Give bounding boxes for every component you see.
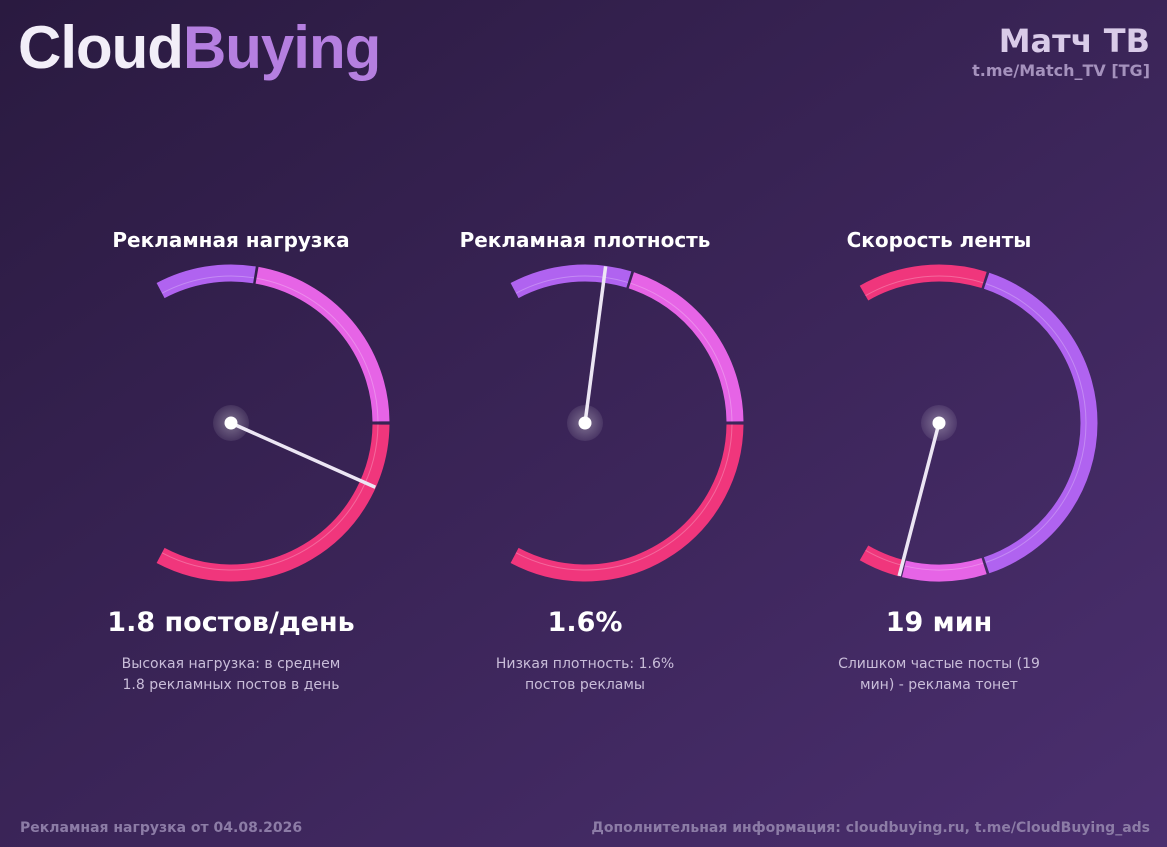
gauge-title: Рекламная плотность [460, 228, 711, 252]
gauge-segment [156, 424, 390, 582]
gauge-description: постов рекламы [525, 677, 645, 693]
footer-right: Дополнительная информация: cloudbuying.r… [591, 820, 1150, 836]
gauge: Скорость ленты 19 мин Слишком частые посты… [838, 228, 1098, 693]
gauge-hub [224, 416, 238, 430]
gauge-segment [510, 264, 632, 299]
gauge-title: Рекламная нагрузка [112, 228, 349, 252]
gauge-hub [578, 416, 592, 430]
footer-left: Рекламная нагрузка от 04.08.2026 [20, 820, 302, 836]
gauge-hub [932, 416, 946, 430]
gauge-segment [628, 272, 744, 422]
gauge-value: 19 мин [886, 607, 993, 638]
gauge-segment-highlight [161, 424, 379, 571]
logo-part: Buying [183, 14, 380, 81]
channel-link: t.me/Match_TV [TG] [972, 61, 1150, 80]
gauge-needle [230, 421, 377, 489]
gauge-segment-highlight [515, 424, 733, 571]
gauge-description: мин) - реклама тонет [860, 677, 1018, 693]
gauge-title: Скорость ленты [847, 228, 1032, 252]
gauge: Рекламная плотность 1.6% Низкая плотность:… [460, 228, 744, 693]
gauge-segment [859, 264, 987, 301]
gauge-description: Низкая плотность: 1.6% [496, 656, 674, 672]
gauge-segment-highlight [515, 275, 629, 294]
gauge-segment-highlight [904, 562, 984, 571]
gauge-needle [583, 266, 608, 424]
logo-part: Cloud [18, 14, 183, 81]
gauge: Рекламная нагрузка 1.8 постов/день Высокая… [107, 228, 390, 693]
gauge-needle [897, 422, 941, 577]
gauge-segment [902, 557, 987, 582]
gauge-segment-highlight [161, 275, 255, 294]
gauge-segment-highlight [256, 277, 379, 422]
channel-name: Матч ТВ [999, 22, 1150, 60]
gauge-value: 1.6% [548, 607, 623, 638]
gauge-value: 1.8 постов/день [107, 607, 354, 638]
gauge-segment [156, 264, 256, 299]
gauge-segment-highlight [865, 275, 984, 297]
gauge-segment [983, 272, 1098, 574]
gauge-segment-highlight [630, 282, 733, 422]
gauge-segment [510, 424, 744, 582]
gauge-description: 1.8 рекламных постов в день [123, 677, 340, 693]
gauge-description: Слишком частые посты (19 [838, 656, 1040, 672]
gauge-segment-highlight [985, 283, 1087, 563]
logo: CloudBuying [18, 14, 380, 81]
gauge-segment [255, 266, 390, 422]
gauge-description: Высокая нагрузка: в среднем [122, 656, 341, 672]
